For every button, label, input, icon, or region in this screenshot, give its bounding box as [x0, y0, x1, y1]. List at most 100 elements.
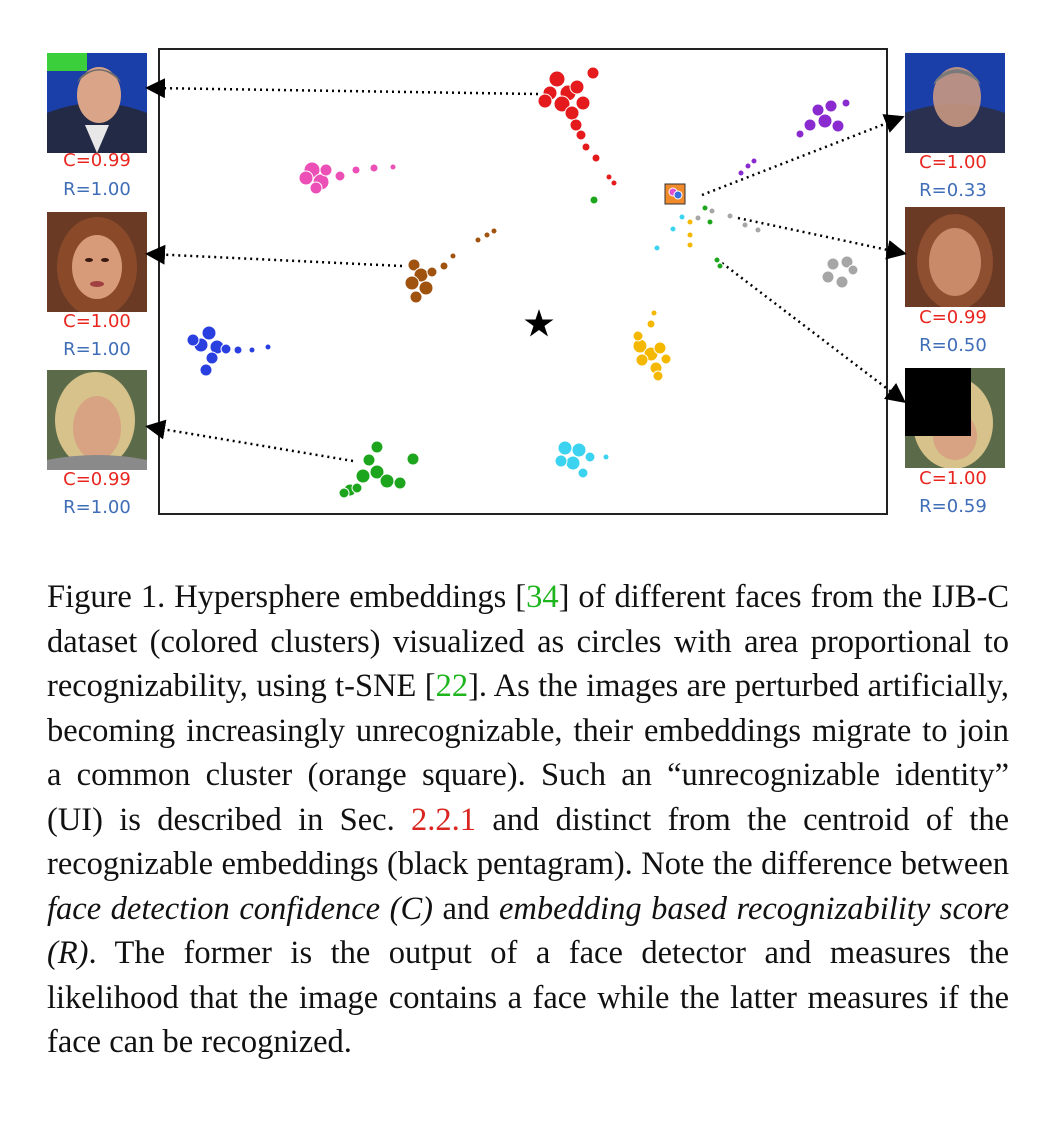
embedding-point-cyan — [653, 244, 661, 252]
right-face-1-recognizability: R=0.33 — [919, 180, 987, 201]
figure-1: C=0.99 R=1.00 C=1.00 R=1.00 C=0.99 R=1.0… — [0, 0, 1056, 540]
face-thumbnail-woman-2 — [47, 370, 147, 470]
embedding-point-cyan — [669, 225, 677, 233]
embedding-point-red — [581, 142, 591, 152]
embedding-point-brown — [404, 275, 420, 291]
embedding-point-red — [586, 66, 600, 80]
embedding-point-cyan — [565, 455, 581, 471]
embedding-point-purple — [737, 169, 745, 177]
citation-34[interactable]: 34 — [526, 579, 559, 615]
embedding-point-gray — [840, 255, 854, 269]
embedding-point-cyan — [554, 454, 568, 468]
embedding-point-yellow — [653, 341, 667, 355]
embedding-point-purple — [795, 129, 805, 139]
embedding-point-brown — [407, 258, 421, 272]
embedding-point-brown — [483, 231, 491, 239]
embedding-point-red — [564, 105, 580, 121]
embedding-point-green — [369, 464, 385, 480]
embedding-point-green — [716, 262, 724, 270]
embedding-point-cyan — [584, 451, 596, 463]
embedding-point-green — [393, 476, 407, 490]
face-thumbnail-man — [47, 53, 147, 153]
embedding-point-red — [575, 129, 587, 141]
connector-arrows — [145, 78, 907, 463]
embedding-point-red — [591, 153, 601, 163]
embedding-point-red — [610, 179, 618, 187]
embedding-point-cyan — [577, 467, 589, 479]
embedding-point-red — [537, 93, 553, 109]
tsne-plot-frame — [158, 48, 888, 515]
embedding-point-green — [713, 256, 721, 264]
embedding-point-brown — [409, 290, 423, 304]
embedding-point-yellow — [652, 370, 664, 382]
embedding-point-gray — [741, 221, 749, 229]
embedding-point-green — [706, 218, 714, 226]
centroid-star — [524, 309, 554, 337]
embedding-point-brown — [426, 266, 438, 278]
caption-part-3: ]. As the images are perturbed artificia… — [47, 668, 1009, 838]
embedding-point-purple — [831, 119, 845, 133]
embedding-point-red — [569, 79, 585, 95]
embedding-point-gray — [821, 270, 835, 284]
embedding-point-green — [589, 195, 599, 205]
right-face-2-recognizability: R=0.50 — [919, 335, 987, 356]
embedding-point-blue — [220, 343, 232, 355]
embedding-point-pink — [334, 170, 346, 182]
embedding-point-yellow — [660, 353, 672, 365]
caption-part-5: and — [432, 890, 499, 927]
left-face-1-recognizability: R=1.00 — [63, 179, 131, 200]
embedding-point-green — [370, 440, 384, 454]
citation-22[interactable]: 22 — [435, 668, 469, 704]
embedding-point-blue — [233, 345, 243, 355]
embedding-point-blue — [205, 351, 219, 365]
arrow-brown-to-face — [145, 244, 403, 268]
embedding-point-purple — [803, 118, 817, 132]
left-face-2-recognizability: R=1.00 — [63, 339, 131, 360]
embedding-point-purple — [744, 162, 752, 170]
arrow-gray-to-blurred-woman — [737, 216, 907, 260]
embedding-point-red — [553, 95, 571, 113]
embedding-point-brown — [449, 252, 457, 260]
caption-term-face-detection-confidence: face detection confidence (C) — [47, 890, 433, 927]
left-face-2-confidence: C=1.00 — [63, 311, 131, 332]
embedding-point-red — [548, 70, 566, 88]
embedding-point-green — [362, 453, 376, 467]
embedding-point-blue — [186, 333, 200, 347]
embedding-point-pink — [369, 163, 379, 173]
embedding-point-green — [351, 482, 363, 494]
embedding-point-green — [338, 487, 350, 499]
face-thumbnail-occluded-woman — [905, 368, 1005, 468]
embedding-point-yellow — [635, 353, 649, 367]
embedding-point-gray — [694, 214, 702, 222]
embedding-point-gray — [847, 264, 859, 276]
caption-part-2: ] of different faces from the IJB-C data… — [47, 579, 1009, 704]
embedding-point-yellow — [632, 330, 644, 342]
embedding-point-blue — [201, 325, 217, 341]
caption-part-1: Figure 1. Hypersphere embeddings [ — [47, 579, 527, 615]
embedding-point-purple — [841, 98, 851, 108]
embedding-point-brown — [418, 280, 434, 296]
face-thumbnail-blurred-woman — [905, 207, 1005, 307]
ui-point-2 — [673, 190, 683, 200]
section-link-2-2-1[interactable]: 2.2.1 — [411, 801, 477, 838]
arrow-ui-to-blurred-man — [701, 114, 905, 197]
embedding-point-blue — [199, 363, 213, 377]
caption-term-recognizability-score: embedding based recognizability score (R… — [47, 890, 1009, 972]
embedding-point-purple — [750, 157, 758, 165]
embedding-point-red — [605, 173, 613, 181]
embedding-point-gray — [835, 275, 849, 289]
embedding-point-yellow — [650, 309, 658, 317]
embedding-point-pink — [309, 181, 323, 195]
right-face-3-recognizability: R=0.59 — [919, 496, 987, 517]
embedding-point-pink — [389, 163, 397, 171]
right-face-2-confidence: C=0.99 — [919, 307, 987, 328]
embedding-point-green — [406, 452, 420, 466]
tsne-scatter-overlay — [145, 66, 907, 499]
embedding-point-yellow — [646, 319, 656, 329]
embedding-point-gray — [726, 212, 734, 220]
embedding-point-cyan — [602, 453, 610, 461]
left-face-3-confidence: C=0.99 — [63, 469, 131, 490]
embedding-point-red — [569, 118, 583, 132]
embedding-point-gray — [826, 257, 840, 271]
right-face-3-confidence: C=1.00 — [919, 468, 987, 489]
